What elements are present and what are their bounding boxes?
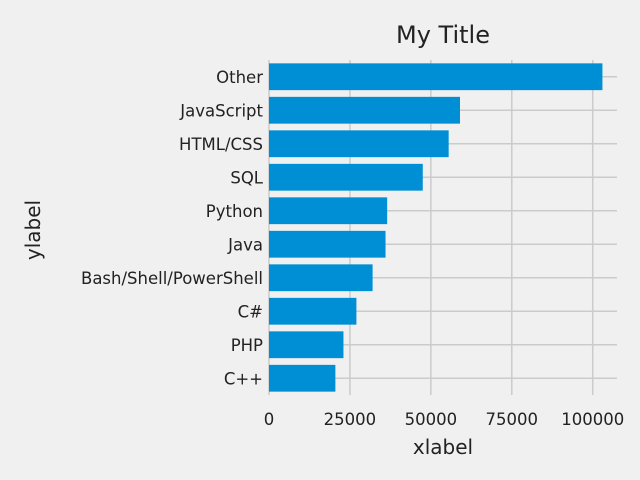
x-tick-label: 50000 (405, 410, 458, 429)
chart-title: My Title (396, 21, 490, 49)
x-tick-label: 75000 (486, 410, 539, 429)
bar-sql (269, 163, 423, 191)
bar-other (269, 63, 603, 91)
y-tick-label: JavaScript (179, 101, 263, 120)
y-tick-labels: Other JavaScript HTML/CSS SQL Python Java Bash… (81, 68, 264, 389)
bar-c- (269, 297, 357, 325)
y-tick-label: HTML/CSS (179, 135, 263, 154)
x-tick-labels: 0 25000 50000 75000 100000 (264, 410, 624, 429)
bars (269, 63, 603, 392)
bar-java (269, 230, 386, 258)
bar-javascript (269, 96, 460, 124)
y-tick-label: Java (227, 235, 263, 254)
y-tick-label: SQL (230, 168, 263, 187)
y-tick-label: C++ (224, 369, 263, 388)
y-tick-label: C# (238, 302, 263, 321)
bar-python (269, 197, 388, 225)
y-tick-label: Python (206, 202, 263, 221)
y-tick-label: PHP (231, 336, 263, 355)
bar-php (269, 331, 344, 359)
bar-bash-shell-powershell (269, 264, 373, 292)
x-axis-label: xlabel (413, 435, 473, 459)
y-tick-label: Bash/Shell/PowerShell (81, 269, 263, 288)
y-tick-label: Other (216, 68, 263, 87)
y-axis-label: ylabel (21, 200, 45, 260)
x-tick-label: 0 (264, 410, 275, 429)
x-tick-label: 100000 (561, 410, 624, 429)
bar-html-css (269, 130, 449, 158)
bar-c- (269, 364, 336, 392)
x-tick-label: 25000 (324, 410, 377, 429)
